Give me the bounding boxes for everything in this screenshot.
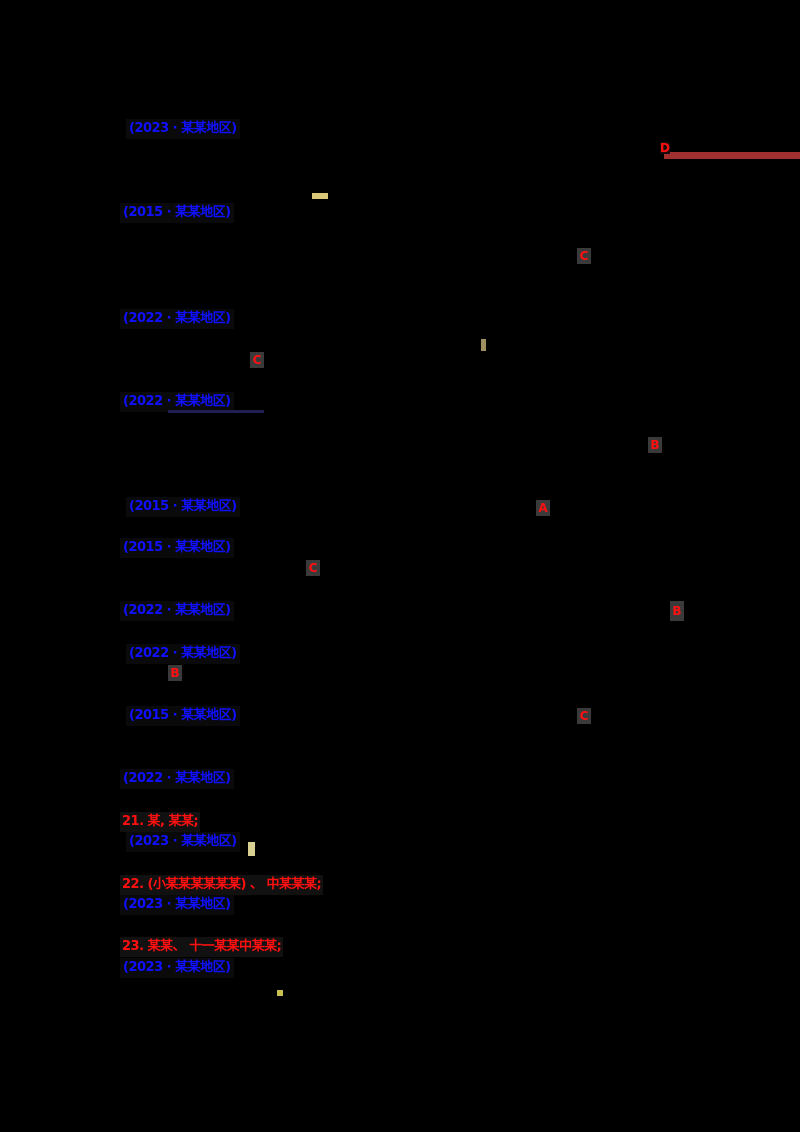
horizontal-rule (664, 152, 800, 159)
answer-marker: A (536, 500, 550, 516)
source-label: (2015 · 某某地区) (126, 497, 240, 517)
source-label: (2022 · 某某地区) (120, 601, 234, 621)
source-label: (2022 · 某某地区) (120, 309, 234, 329)
highlight-speck (312, 193, 328, 199)
source-label: (2015 · 某某地区) (120, 538, 234, 558)
source-label: (2022 · 某某地区) (126, 644, 240, 664)
underline-bar (168, 410, 264, 413)
question-label: 22. (小某某某某某某) 、 中某某某; (120, 875, 324, 895)
answer-marker: C (577, 248, 591, 264)
source-label: (2023 · 某某地区) (120, 895, 234, 915)
source-label: (2015 · 某某地区) (126, 706, 240, 726)
source-label: (2022 · 某某地区) (120, 769, 234, 789)
source-label: (2022 · 某某地区) (120, 392, 234, 412)
source-label: (2023 · 某某地区) (126, 119, 240, 139)
cursor-speck (481, 339, 486, 351)
cursor-speck (248, 842, 255, 856)
answer-marker: C (250, 352, 264, 368)
answer-marker: D (660, 141, 670, 155)
answer-marker: B (168, 665, 182, 681)
answer-marker: C (306, 560, 320, 576)
source-label: (2015 · 某某地区) (120, 203, 234, 223)
question-label: 23. 某某、 十一某某中某某; (120, 937, 284, 957)
source-label: (2023 · 某某地区) (120, 958, 234, 978)
answer-marker: B (670, 601, 684, 621)
answer-marker: C (577, 708, 591, 724)
cursor-speck (277, 990, 283, 996)
answer-marker: B (648, 437, 662, 453)
question-label: 21. 某, 某某; (120, 812, 201, 832)
source-label: (2023 · 某某地区) (126, 832, 240, 852)
